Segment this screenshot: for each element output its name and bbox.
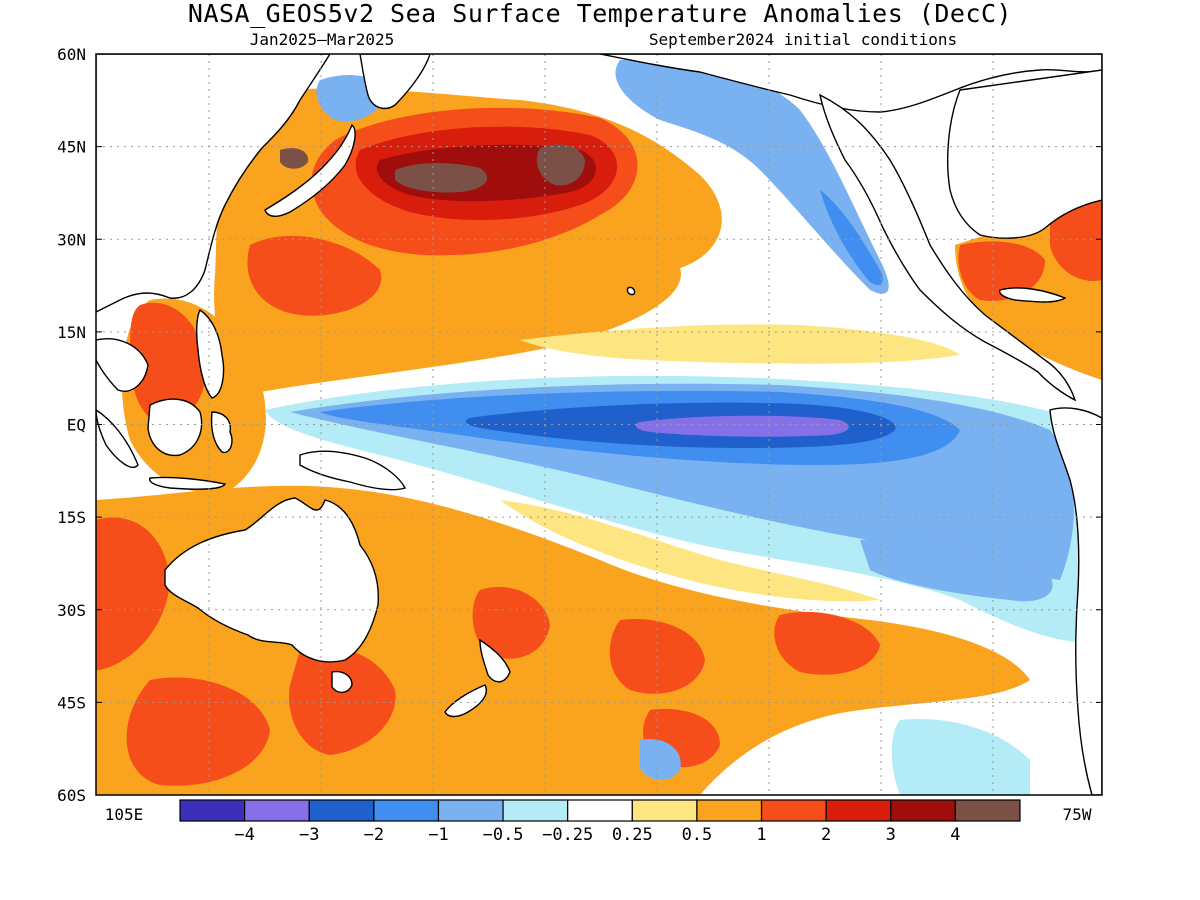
- colorbar-label: 1: [756, 825, 766, 845]
- land-cuba: [998, 287, 1067, 303]
- colorbar-swatch: [890, 799, 956, 822]
- colorbar-label: −0.5: [483, 825, 524, 845]
- land-borneo: [147, 398, 203, 457]
- colorbar-label: 3: [886, 825, 896, 845]
- anomaly-tropical-yellow-fringe: [520, 324, 960, 364]
- anomaly-south-yellow-fringe: [500, 500, 880, 602]
- anomaly-eq-cold-max: [635, 415, 849, 437]
- land-japan: [264, 123, 356, 217]
- colorbar-label: −0.25: [542, 825, 593, 845]
- lat-label: 30N: [57, 230, 86, 249]
- lon-label-right: 75W: [1063, 805, 1092, 824]
- land-asia-mainland: [96, 54, 331, 313]
- anomaly-south-red-patch-2: [289, 646, 396, 755]
- land-alaska: [599, 54, 1102, 113]
- colorbar-label: −3: [299, 825, 319, 845]
- anomaly-south-red-patch-6: [126, 677, 270, 786]
- graticule: [96, 54, 1102, 795]
- anomaly-field: [96, 59, 1102, 795]
- anomaly-west-red-blob: [247, 235, 382, 316]
- colorbar-swatch: [244, 799, 310, 822]
- initial-conditions: September2024 initial conditions: [649, 30, 957, 49]
- lat-label: EQ: [67, 416, 86, 435]
- colorbar-label: −4: [234, 825, 254, 845]
- colorbar-label: 0.5: [682, 825, 713, 845]
- land-new-zealand-north: [479, 638, 511, 683]
- lat-label: 60S: [57, 786, 86, 805]
- map-area: [96, 54, 1102, 795]
- anomaly-south-cool-patch-2: [891, 719, 1030, 795]
- colorbar-label: −2: [364, 825, 384, 845]
- colorbar-swatch: [631, 799, 698, 822]
- land-new-guinea: [299, 450, 406, 491]
- anomaly-brown-core-1: [395, 163, 488, 193]
- colorbar-swatch: [179, 799, 246, 822]
- colorbar-swatch: [437, 799, 504, 822]
- lon-label-left: 105E: [105, 805, 144, 824]
- anomaly-south-red-patch-3: [472, 586, 550, 659]
- land-sulawesi: [210, 411, 233, 454]
- anomaly-northeast-cool: [615, 59, 889, 294]
- forecast-period: Jan2025–Mar2025: [250, 30, 395, 49]
- colorbar-label: 2: [821, 825, 831, 845]
- colorbar: −4 −3 −2 −1 −0.5 −0.25 0.25 0.5 1 2 3 4: [179, 799, 1021, 845]
- lat-label: 45S: [57, 693, 86, 712]
- land-south-america: [1049, 407, 1102, 795]
- lat-label: 15N: [57, 323, 86, 342]
- anomaly-west-red-pool: [130, 302, 206, 425]
- map-title: NASA_GEOS5v2 Sea Surface Temperature Ano…: [188, 0, 1012, 28]
- colorbar-label: 4: [950, 825, 960, 845]
- anomaly-se-cool-patch: [860, 538, 1053, 602]
- land-tasmania: [331, 670, 353, 694]
- colorbar-swatch: [567, 799, 633, 822]
- anomaly-coastal-cool: [820, 190, 883, 286]
- colorbar-swatch: [373, 799, 440, 822]
- land-kamchatka: [359, 54, 431, 110]
- land-sumatra: [96, 409, 139, 468]
- colorbar-label: −1: [428, 825, 448, 845]
- colorbar-swatch: [502, 799, 569, 822]
- land-north-america-interior: [947, 69, 1102, 239]
- anomaly-south-red-patch-5: [774, 611, 880, 675]
- anomaly-gulf-red: [958, 241, 1045, 301]
- land-philippines: [195, 308, 225, 399]
- colorbar-label: 0.25: [612, 825, 653, 845]
- anomaly-brown-core-3: [280, 148, 309, 169]
- anomaly-brown-core-2: [536, 144, 585, 186]
- colorbar-swatch: [954, 799, 1021, 822]
- colorbar-swatch: [760, 799, 827, 822]
- land-southeast-asia: [96, 338, 149, 392]
- latitude-axis: 60N 45N 30N 15N EQ 15S 30S 45S 60S: [57, 45, 1102, 805]
- land-masses: [96, 54, 1102, 795]
- land-australia: [164, 497, 380, 663]
- lat-label: 15S: [57, 508, 86, 527]
- lat-label: 45N: [57, 138, 86, 157]
- colorbar-swatch: [825, 799, 892, 822]
- anomaly-south-red-patch-1: [96, 517, 170, 670]
- land-new-zealand-south: [444, 684, 487, 718]
- land-hawaii: [626, 286, 636, 296]
- lat-label: 60N: [57, 45, 86, 64]
- lat-label: 30S: [57, 601, 86, 620]
- anomaly-south-cool-patch-1: [640, 739, 681, 780]
- colorbar-swatch: [696, 799, 763, 822]
- colorbar-swatch: [308, 799, 375, 822]
